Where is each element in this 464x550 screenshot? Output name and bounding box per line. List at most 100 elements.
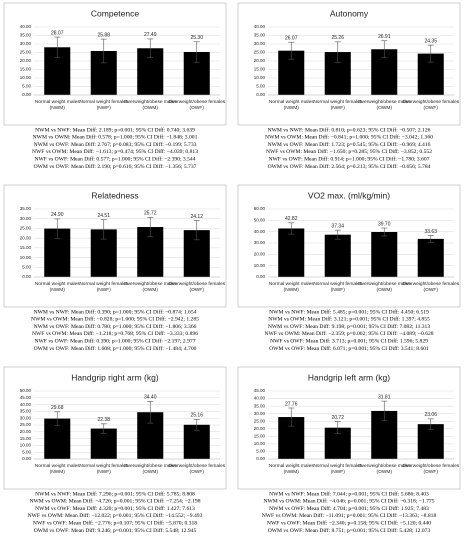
stats-note: OWM vs OWF: Mean Diff: 8.751; p=0.001; 9…	[268, 527, 431, 534]
y-tick-label: 15.00	[20, 245, 32, 250]
stats-note: NWM vs OWM: Mean Diff: −4.726; p=0.001; …	[29, 498, 200, 505]
y-tick-label: 35.00	[254, 403, 266, 408]
stats-note: NWM vs NWF: Mean Diff: 7.296; p=0.001; 9…	[35, 490, 195, 497]
y-tick-label: 20.00	[20, 429, 32, 434]
y-tick-label: 45.00	[20, 395, 32, 400]
x-tick-label: Normal weight males (NWM)	[35, 281, 80, 293]
y-tick-label: 25.00	[254, 418, 266, 423]
y-tick-label: 20.00	[254, 252, 266, 257]
value-label: 24.12	[190, 214, 203, 220]
y-tick-label: 40.00	[254, 24, 266, 29]
value-label: 39.70	[378, 221, 391, 227]
value-label: 25.88	[97, 32, 110, 38]
x-tick-label: Overweight/obese males (OWM)	[124, 99, 177, 111]
y-tick-label: 15.00	[254, 434, 266, 439]
y-tick-label: 5.00	[22, 449, 31, 454]
y-tick-label: 20.00	[20, 235, 32, 240]
value-label: 20.72	[331, 415, 344, 421]
value-label: 24.90	[51, 212, 64, 218]
stats-note: NWF vs OWM: Mean Diff: −2.359; p=0.002; …	[264, 330, 433, 337]
y-tick-label: 50.00	[254, 218, 266, 223]
value-label: 25.26	[331, 35, 344, 41]
y-tick-label: 20.00	[20, 58, 32, 63]
chart-title: VO2 max. (ml/kg/min)	[308, 190, 390, 200]
x-tick-label: Normal weight males (NWM)	[35, 463, 80, 475]
chart-panel: Competence 0.00 5.00 10.00 15.00 20.00 25.00 30…	[3, 2, 227, 170]
chart-panel: Relatedness 0.00 5.00 10.00 15.00 20.00 25.00 3…	[3, 184, 227, 352]
x-tick-label: Overweight/obese females (OWF)	[402, 463, 459, 475]
stats-note: NWM vs NWF: Mean Diff: 0.810; p=0.623; 9…	[268, 126, 431, 133]
chart-title: Relatedness	[91, 190, 138, 200]
x-tick-label: Overweight/obese females (OWF)	[168, 463, 225, 475]
stats-note: NWF vs OWF: Mean Diff: −2.340; p=0.158; …	[267, 519, 431, 526]
y-tick-label: 15.00	[20, 67, 32, 72]
y-tick-label: 30.00	[254, 240, 266, 245]
y-tick-label: 30.00	[20, 415, 32, 420]
stats-note: NWF vs OWF: Mean Diff: 0.577; p=1.000; 9…	[34, 155, 195, 162]
y-tick-label: 30.00	[20, 216, 32, 221]
value-label: 24.35	[424, 38, 437, 44]
value-label: 24.51	[97, 213, 110, 219]
stats-note: NWM vs NWF: Mean Diff: 7.044; p=0.001; 9…	[269, 490, 429, 497]
stats-note: NWM vs OWF: Mean Diff: 4.320; p=0.001; 9…	[35, 505, 195, 512]
y-tick-label: 5.00	[256, 84, 265, 89]
x-tick-label: Normal weight females (NWF)	[79, 463, 128, 475]
x-tick-label: Normal weight males (NWM)	[269, 281, 314, 293]
stats-note: NWM vs OWM: Mean Diff: −0.841; p=1.000; …	[265, 134, 433, 141]
stats-note: NWF vs OWM: Mean Diff: −11.091; p=0.001;…	[262, 512, 437, 519]
stats-note: NWM vs OWF: Mean Diff: 2.767; p=0.083; 9…	[34, 141, 197, 148]
value-label: 22.38	[97, 417, 110, 423]
bar	[324, 234, 351, 277]
y-tick-label: 15.00	[20, 436, 32, 441]
y-tick-label: 35.00	[20, 206, 32, 211]
stats-note: NWM vs OWM: Mean Diff: 3.121; p=0.001; 9…	[268, 316, 430, 323]
y-tick-label: 0.00	[256, 274, 265, 279]
stats-note: OWM vs OWF: Mean Diff: 9.246; p=0.001; 9…	[34, 527, 197, 534]
x-tick-label: Overweight/obese females (OWF)	[168, 99, 225, 111]
x-tick-label: Normal weight females (NWF)	[79, 99, 128, 111]
value-label: 33.63	[424, 229, 437, 235]
y-tick-label: 15.00	[254, 67, 266, 72]
y-tick-label: 10.00	[20, 75, 32, 80]
value-label: 31.81	[378, 394, 391, 400]
stats-note: OWM vs OWF: Mean Diff: 2.190; p=0.616; 9…	[34, 163, 197, 170]
chart-panel: VO2 max. (ml/kg/min) 0.00 10.00 20.00 30.00 4…	[237, 184, 461, 352]
x-tick-label: Normal weight females (NWF)	[313, 99, 362, 111]
x-tick-label: Normal weight males (NWM)	[35, 99, 80, 111]
value-label: 25.16	[190, 413, 203, 419]
stats-note: NWF vs OWM: Mean Diff: −1.613; p=0.474; …	[32, 148, 198, 155]
stats-note: NWM vs NWF: Mean Diff: 2.189; p=0.001; 9…	[35, 126, 195, 133]
x-tick-label: Overweight/obese males (OWM)	[358, 99, 411, 111]
y-tick-label: 10.00	[254, 263, 266, 268]
bar	[417, 424, 444, 459]
y-tick-label: 0.00	[22, 274, 31, 279]
chart-title: Handgrip right arm (kg)	[71, 372, 159, 382]
x-tick-label: Normal weight males (NWM)	[269, 463, 314, 475]
stats-note: NWM vs OWM: Mean Diff: −4.046; p=0.001; …	[263, 498, 434, 505]
value-label: 26.91	[378, 34, 391, 40]
value-label: 28.07	[51, 30, 64, 36]
value-label: 25.72	[144, 211, 157, 217]
y-tick-label: 0.00	[22, 92, 31, 97]
value-label: 42.82	[285, 216, 298, 222]
x-tick-label: Overweight/obese females (OWF)	[402, 281, 459, 293]
bar	[371, 232, 398, 277]
value-label: 34.40	[144, 395, 157, 401]
x-tick-label: Overweight/obese females (OWF)	[168, 281, 225, 293]
value-label: 27.49	[144, 32, 157, 38]
chart-panel: Handgrip left arm (kg) 0.00 5.00 10.00 15.00…	[237, 366, 461, 534]
chart-title: Competence	[91, 8, 139, 18]
stats-note: NWM vs OWM: Mean Diff: −0.828; p=1.000; …	[31, 316, 199, 323]
y-tick-label: 25.00	[20, 422, 32, 427]
y-tick-label: 5.00	[22, 84, 31, 89]
y-tick-label: 30.00	[254, 411, 266, 416]
bar	[278, 228, 305, 277]
y-tick-label: 25.00	[20, 50, 32, 55]
x-tick-label: Overweight/obese males (OWM)	[124, 281, 177, 293]
x-tick-label: Overweight/obese males (OWM)	[124, 463, 177, 475]
stats-note: NWF vs OWM: Mean Diff: −1.650; p=0.285; …	[266, 148, 432, 155]
value-label: 27.76	[285, 401, 298, 407]
stats-note: OWM vs OWF: Mean Diff: 6.071; p=0.001; 9…	[269, 345, 429, 352]
